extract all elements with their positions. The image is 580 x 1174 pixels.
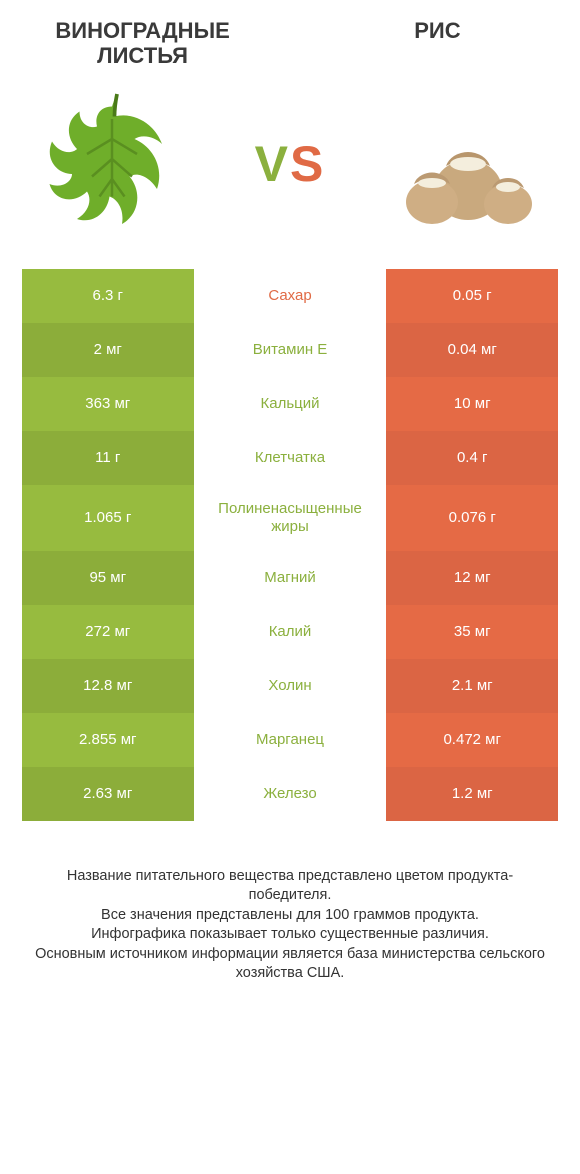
nutrient-label-cell: Магний (194, 551, 387, 605)
right-value-cell: 10 мг (386, 377, 558, 431)
table-row: 11 гКлетчатка0.4 г (22, 431, 558, 485)
footnote-line: Основным источником информации является … (28, 945, 552, 984)
nutrient-label-cell: Полиненасыщенные жиры (194, 485, 387, 551)
titles-row: ВИНОГРАДНЫЕ ЛИСТЬЯ РИС (22, 18, 558, 69)
nutrient-label-cell: Железо (194, 767, 387, 821)
left-product-title: ВИНОГРАДНЫЕ ЛИСТЬЯ (22, 18, 263, 69)
nutrient-label-cell: Калий (194, 605, 387, 659)
right-value-cell: 0.05 г (386, 269, 558, 323)
left-value-cell: 12.8 мг (22, 659, 194, 713)
left-value-cell: 2 мг (22, 323, 194, 377)
left-value-cell: 272 мг (22, 605, 194, 659)
vs-v-letter: V (255, 135, 290, 193)
right-value-cell: 12 мг (386, 551, 558, 605)
right-value-cell: 0.472 мг (386, 713, 558, 767)
table-row: 2.855 мгМарганец0.472 мг (22, 713, 558, 767)
grape-leaf-icon (32, 89, 192, 239)
comparison-table: 6.3 гСахар0.05 г2 мгВитамин E0.04 мг363 … (22, 269, 558, 821)
infographic-root: ВИНОГРАДНЫЕ ЛИСТЬЯ РИС VS (0, 0, 580, 994)
table-row: 272 мгКалий35 мг (22, 605, 558, 659)
nutrient-label-cell: Кальций (194, 377, 387, 431)
left-value-cell: 11 г (22, 431, 194, 485)
left-value-cell: 1.065 г (22, 485, 194, 551)
left-value-cell: 6.3 г (22, 269, 194, 323)
table-row: 95 мгМагний12 мг (22, 551, 558, 605)
left-title-line1: ВИНОГРАДНЫЕ (22, 18, 263, 43)
right-value-cell: 0.076 г (386, 485, 558, 551)
left-value-cell: 2.63 мг (22, 767, 194, 821)
right-value-cell: 0.04 мг (386, 323, 558, 377)
right-value-cell: 2.1 мг (386, 659, 558, 713)
nutrient-label-cell: Сахар (194, 269, 387, 323)
table-row: 12.8 мгХолин2.1 мг (22, 659, 558, 713)
right-product-title: РИС (317, 18, 558, 43)
table-row: 2 мгВитамин E0.04 мг (22, 323, 558, 377)
right-value-cell: 35 мг (386, 605, 558, 659)
footnote-line: Название питательного вещества представл… (28, 867, 552, 906)
nutrient-label-cell: Витамин E (194, 323, 387, 377)
left-title-line2: ЛИСТЬЯ (22, 43, 263, 68)
right-value-cell: 0.4 г (386, 431, 558, 485)
right-value-cell: 1.2 мг (386, 767, 558, 821)
vs-label: VS (255, 135, 326, 193)
nutrient-label-cell: Марганец (194, 713, 387, 767)
nutrient-label-cell: Холин (194, 659, 387, 713)
left-value-cell: 363 мг (22, 377, 194, 431)
left-value-cell: 2.855 мг (22, 713, 194, 767)
left-value-cell: 95 мг (22, 551, 194, 605)
rice-sacks-icon (388, 89, 548, 239)
table-row: 363 мгКальций10 мг (22, 377, 558, 431)
footnote-block: Название питательного вещества представл… (22, 867, 558, 984)
nutrient-label-cell: Клетчатка (194, 431, 387, 485)
footnote-line: Инфографика показывает только существенн… (28, 925, 552, 945)
table-row: 6.3 гСахар0.05 г (22, 269, 558, 323)
footnote-line: Все значения представлены для 100 граммо… (28, 906, 552, 926)
table-row: 2.63 мгЖелезо1.2 мг (22, 767, 558, 821)
table-row: 1.065 гПолиненасыщенные жиры0.076 г (22, 485, 558, 551)
hero-row: VS (22, 89, 558, 239)
vs-s-letter: S (290, 135, 325, 193)
